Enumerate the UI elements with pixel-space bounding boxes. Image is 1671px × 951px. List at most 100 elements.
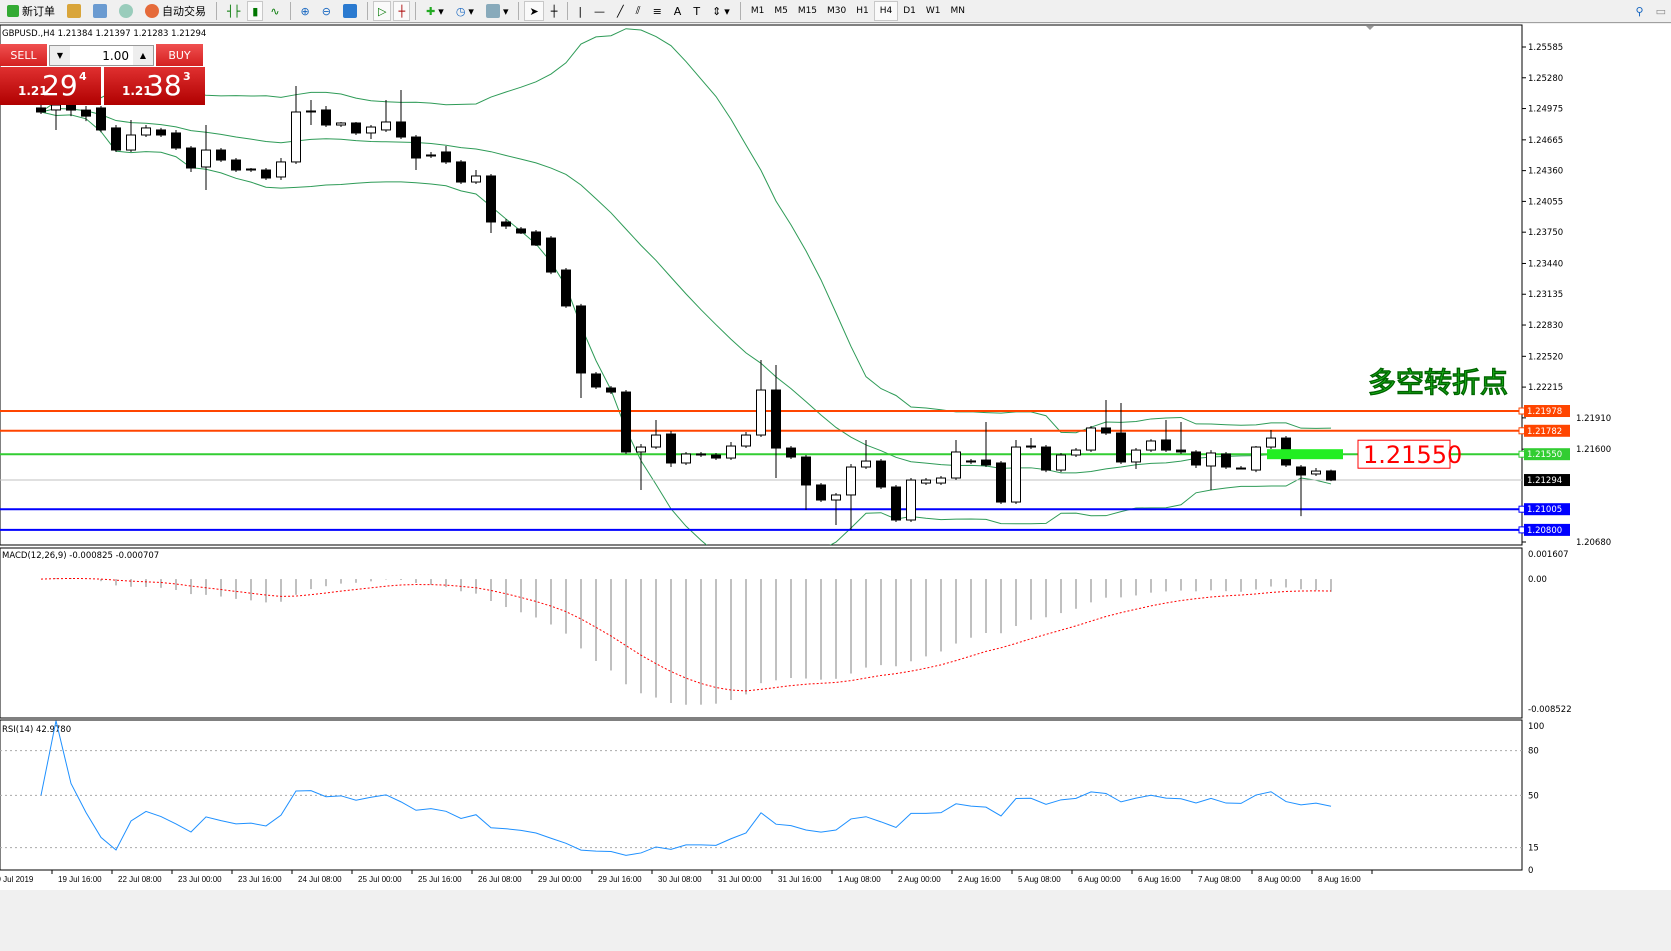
candle	[591, 371, 601, 390]
text-label-button[interactable]: T	[688, 1, 705, 21]
timeframe-m15[interactable]: M15	[797, 6, 818, 16]
time-axis-label: 31 Jul 16:00	[778, 875, 822, 884]
price-axis-label: 1.21910	[1576, 414, 1611, 424]
history-button[interactable]	[62, 1, 86, 21]
history-icon	[67, 4, 81, 18]
candle-body-bear	[261, 169, 271, 179]
indicators-button[interactable]: ✚ ▾	[426, 4, 444, 18]
chart-window[interactable]: 1.25585 1.25280 1.24975 1.24665 1.24360 1.240…	[0, 24, 1671, 890]
chart-header: GBPUSD.,H4 1.21384 1.21397 1.21283 1.212…	[2, 29, 207, 39]
cursor-button[interactable]: ➤	[524, 1, 544, 21]
autoscroll-button[interactable]: ▷	[372, 1, 392, 21]
new-order-button[interactable]: 新订单	[2, 1, 60, 21]
periods-button[interactable]: ◷ ▾	[455, 4, 474, 18]
time-axis-label: 23 Jul 00:00	[178, 875, 222, 884]
horizontal-line-button[interactable]: —	[589, 1, 610, 21]
trendline-button[interactable]: ╱	[612, 1, 629, 21]
signals-button[interactable]	[114, 1, 138, 21]
timeframe-w1[interactable]: W1	[925, 6, 941, 16]
timeframe-h1[interactable]: H1	[856, 6, 869, 16]
time-axis-label: 29 Jul 16:00	[598, 875, 642, 884]
zoom-out-button[interactable]: ⊖	[317, 1, 336, 21]
candle-body-bull	[681, 453, 691, 464]
candle	[1326, 469, 1336, 482]
candle	[1266, 429, 1276, 450]
time-axis-label: 19 Jul 16:00	[58, 875, 102, 884]
rsi-axis-label: 15	[1528, 844, 1539, 854]
market-watch-button[interactable]	[88, 1, 112, 21]
price-axis-label: 1.20680	[1576, 538, 1611, 548]
candle-body-bear	[171, 132, 181, 149]
chat-button[interactable]: ▭	[1651, 1, 1671, 21]
candle-body-bull	[756, 389, 766, 436]
candle-body-bull	[126, 134, 136, 151]
status-area	[0, 890, 1671, 951]
candle-body-bull	[1026, 445, 1036, 448]
candle	[561, 268, 571, 308]
text-button[interactable]: A	[669, 1, 687, 21]
vertical-line-button[interactable]: |	[573, 1, 587, 21]
lot-decrease-button[interactable]: ▼	[50, 46, 70, 65]
macd-axis-label: 0.00	[1528, 575, 1547, 585]
timeframe-h4[interactable]: H4	[873, 1, 899, 21]
fibonacci-button[interactable]: ≡	[648, 1, 667, 21]
candle-body-bear	[1116, 432, 1126, 463]
zoom-in-button[interactable]: ⊕	[296, 1, 315, 21]
lot-input[interactable]: ▼ 1.00 ▲	[49, 45, 154, 66]
candle	[321, 106, 331, 128]
price-tag	[1524, 424, 1570, 437]
line-chart-button[interactable]: ∿	[265, 1, 284, 21]
candle-body-bull	[471, 175, 481, 183]
search-icon: ⚲	[1635, 4, 1644, 18]
time-axis-label: 25 Jul 16:00	[418, 875, 462, 884]
tile-windows-button[interactable]	[338, 1, 362, 21]
candle-body-bear	[561, 269, 571, 307]
candle-body-bear	[891, 486, 901, 521]
timeframe-mn[interactable]: MN	[950, 6, 966, 16]
candle-body-bear	[621, 391, 631, 453]
autoscroll-icon: ▷	[377, 4, 387, 18]
auto-trading-button[interactable]: 自动交易	[140, 1, 211, 21]
candlestick-button[interactable]: ▮	[247, 1, 264, 21]
candle-body-bull	[936, 477, 946, 484]
price-tag-label: 1.21005	[1527, 505, 1562, 515]
timeframe-d1[interactable]: D1	[903, 6, 916, 16]
candle-body-bear	[396, 121, 406, 138]
candle	[381, 99, 391, 132]
sell-price[interactable]: 1.21 29 4	[0, 67, 101, 105]
price-axis-label: 1.25585	[1528, 43, 1563, 53]
candle-body-bear	[186, 147, 196, 169]
chart-shift-button[interactable]: ┼	[393, 1, 411, 21]
timeframe-m30[interactable]: M30	[827, 6, 847, 16]
timeframe-m1[interactable]: M1	[750, 6, 765, 16]
channel-button[interactable]: ⫽	[631, 1, 646, 21]
candle	[471, 170, 481, 185]
candle	[1311, 468, 1321, 476]
macd-axis-label: -0.008522	[1528, 705, 1572, 715]
lot-increase-button[interactable]: ▲	[133, 46, 153, 65]
rsi-line	[40, 720, 1332, 856]
candle	[1131, 448, 1141, 470]
lot-value[interactable]: 1.00	[102, 48, 129, 63]
periods-icon: ◷	[455, 4, 466, 18]
price-axis-label: 1.22215	[1528, 383, 1563, 393]
crosshair-button[interactable]: ┼	[546, 1, 563, 21]
timeframe-m5[interactable]: M5	[774, 6, 788, 16]
candle-body-bull	[201, 149, 211, 168]
search-button[interactable]: ⚲	[1631, 1, 1649, 21]
templates-button[interactable]: ▾	[481, 1, 514, 21]
candle	[1236, 466, 1246, 470]
buy-price[interactable]: 1.21 38 3	[104, 67, 205, 105]
candle	[576, 303, 586, 398]
buy-button[interactable]: BUY	[156, 44, 203, 66]
time-axis-label: 5 Aug 08:00	[1018, 875, 1061, 884]
candle-body-bear	[801, 456, 811, 486]
indicators-icon: ✚	[426, 4, 436, 18]
price-axis-label: 1.24975	[1528, 105, 1563, 115]
chart-canvas[interactable]: 1.25585 1.25280 1.24975 1.24665 1.24360 1.240…	[0, 24, 1671, 890]
sell-button[interactable]: SELL	[0, 44, 47, 66]
arrows-button[interactable]: ⇕ ▾	[712, 4, 730, 18]
time-axis-label: 6 Aug 00:00	[1078, 875, 1121, 884]
time-axis-label: 26 Jul 08:00	[478, 875, 522, 884]
bar-chart-button[interactable]: ┤├	[222, 1, 245, 21]
